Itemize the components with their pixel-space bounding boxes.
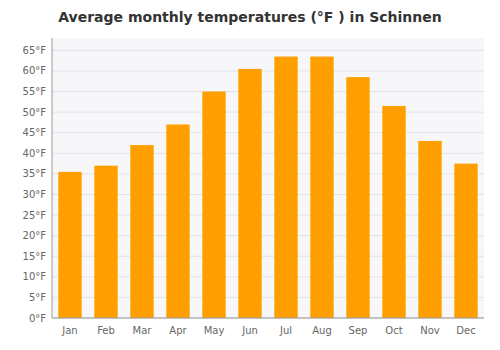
x-tick-label: Jun xyxy=(241,325,258,336)
bar xyxy=(94,166,117,318)
y-tick-label: 0°F xyxy=(29,313,46,324)
y-tick-label: 55°F xyxy=(23,86,47,97)
x-tick-label: Dec xyxy=(456,325,475,336)
bar xyxy=(238,69,261,318)
y-tick-label: 5°F xyxy=(29,292,46,303)
y-tick-label: 45°F xyxy=(23,127,47,138)
y-tick-label: 25°F xyxy=(23,210,47,221)
bar xyxy=(274,57,297,318)
grid-line xyxy=(52,70,484,71)
x-tick-label: Oct xyxy=(385,325,402,336)
page: {"chart_data": {"type": "bar", "title": … xyxy=(0,0,500,350)
bar xyxy=(58,172,81,318)
x-tick-label: Aug xyxy=(312,325,332,336)
y-tick-label: 50°F xyxy=(23,107,47,118)
x-tick-label: Feb xyxy=(97,325,115,336)
grid-line xyxy=(52,91,484,92)
x-tick-label: Apr xyxy=(169,325,187,336)
bar xyxy=(130,145,153,318)
bar xyxy=(454,164,477,318)
x-axis-line xyxy=(52,318,484,319)
y-tick-label: 15°F xyxy=(23,251,47,262)
bar xyxy=(166,124,189,318)
grid xyxy=(52,50,484,318)
y-axis-line xyxy=(52,38,53,318)
x-axis-labels: Jan Feb Mar Apr May Jun Jul Aug Sep Oct Nov Dec xyxy=(61,325,475,336)
bar xyxy=(382,106,405,318)
grid-line xyxy=(52,50,484,51)
y-axis-labels: 0°F 5°F 10°F 15°F 20°F 25°F 30°F 35°F 40°F 45°F 50… xyxy=(23,45,47,324)
x-tick-label: Sep xyxy=(349,325,368,336)
y-tick-label: 20°F xyxy=(23,230,47,241)
x-tick-label: May xyxy=(204,325,225,336)
y-tick-label: 10°F xyxy=(23,271,47,282)
bar xyxy=(346,77,369,318)
bar xyxy=(310,57,333,318)
y-tick-label: 30°F xyxy=(23,189,47,200)
x-tick-label: Mar xyxy=(133,325,153,336)
y-tick-label: 60°F xyxy=(23,65,47,76)
y-tick-label: 65°F xyxy=(23,45,47,56)
y-tick-label: 40°F xyxy=(23,148,47,159)
x-tick-label: Jul xyxy=(279,325,292,336)
plot-background xyxy=(52,38,484,318)
x-tick-label: Jan xyxy=(61,325,77,336)
title: Average monthly temperatures (°F ) in Sc… xyxy=(58,9,442,25)
y-tick-label: 35°F xyxy=(23,168,47,179)
grid-line xyxy=(52,318,484,319)
grid-line xyxy=(52,132,484,133)
x-tick-label: Nov xyxy=(420,325,440,336)
bar xyxy=(202,92,225,318)
bar xyxy=(418,141,441,318)
grid-line xyxy=(52,112,484,113)
chart: 0°F 5°F 10°F 15°F 20°F 25°F 30°F 35°F 40°F 45°F 50… xyxy=(0,0,500,350)
bars xyxy=(58,57,477,318)
